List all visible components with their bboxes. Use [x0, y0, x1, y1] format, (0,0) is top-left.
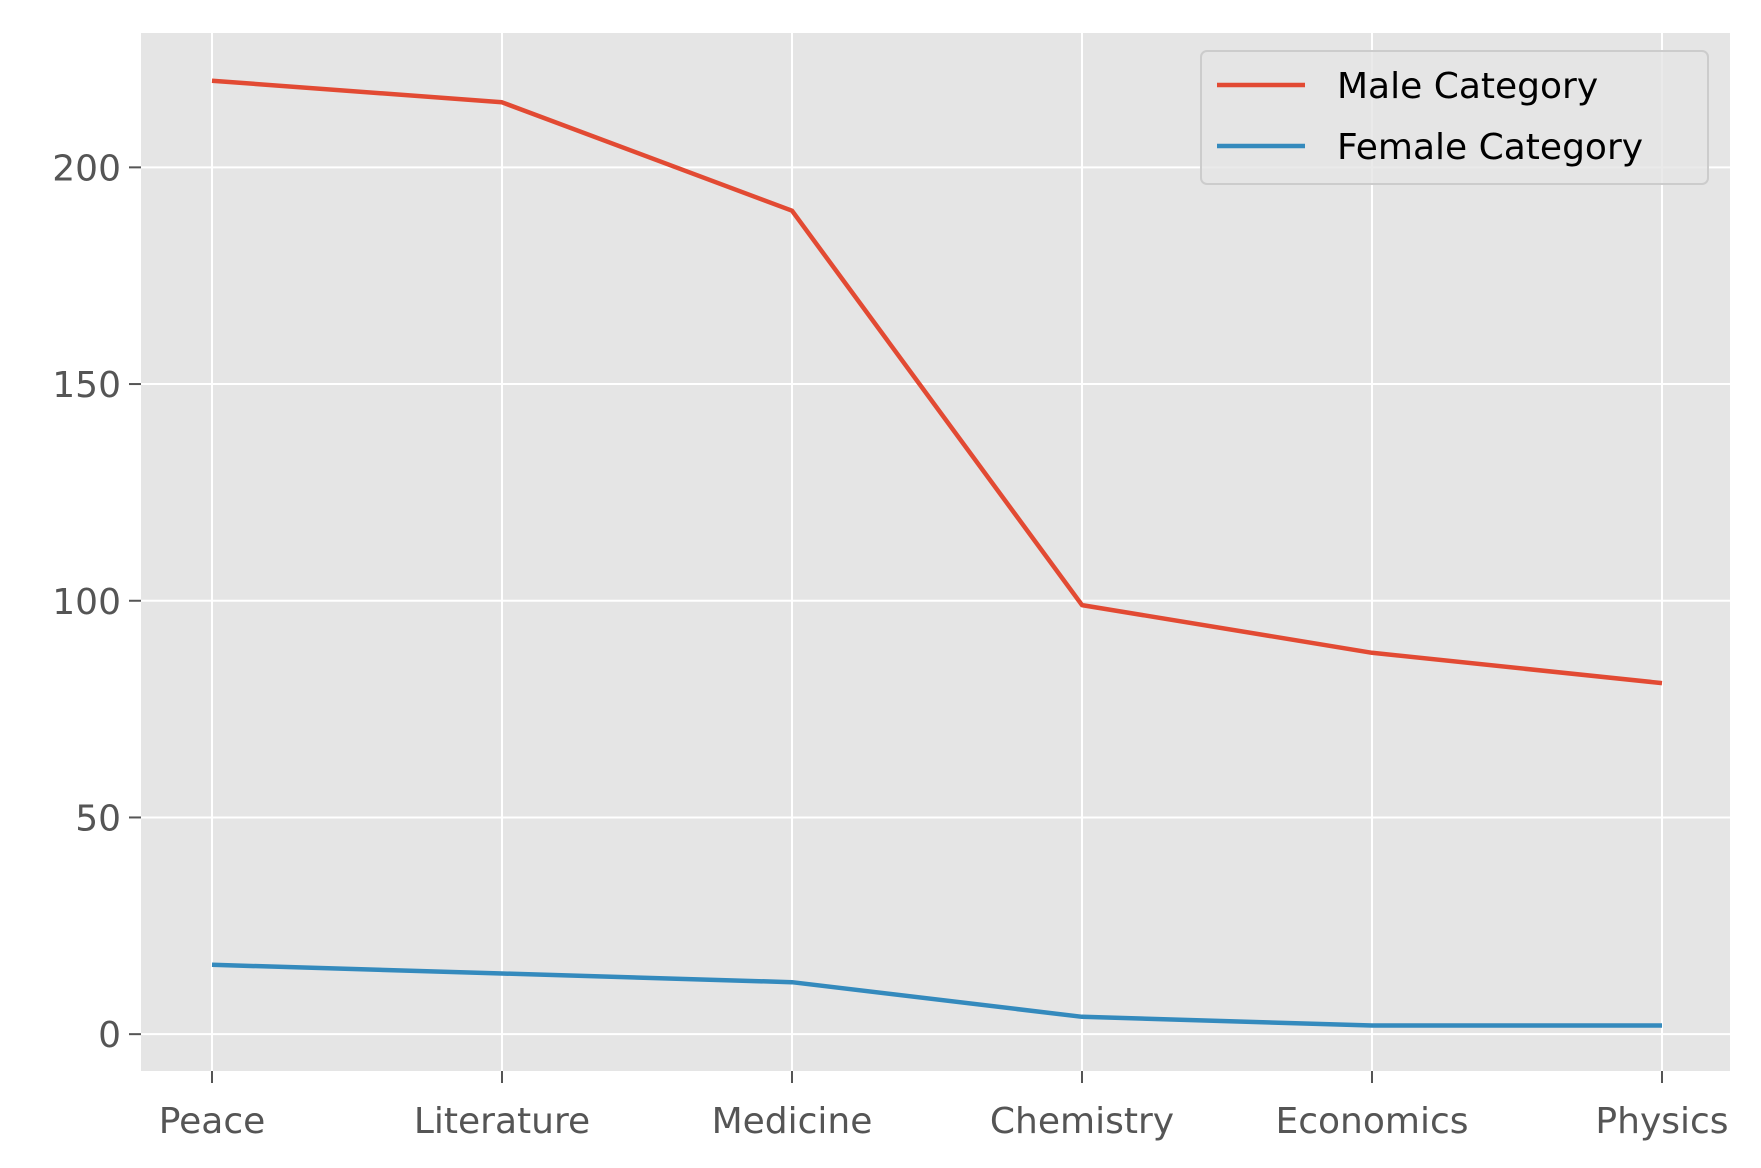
- x-tick-label: Literature: [414, 1101, 590, 1142]
- y-tick-label: 0: [98, 1015, 121, 1056]
- x-tick-label: Physics: [1595, 1101, 1728, 1142]
- y-axis: 0 50 100 150 200: [52, 148, 141, 1056]
- x-tick-label: Economics: [1275, 1101, 1468, 1142]
- legend-label: Male Category: [1337, 66, 1598, 107]
- x-tick-label: Medicine: [712, 1101, 873, 1142]
- x-tick-label: Chemistry: [990, 1101, 1174, 1142]
- y-tick-label: 200: [52, 148, 121, 189]
- series-lines: [211, 78, 1663, 1028]
- legend-label: Female Category: [1337, 127, 1643, 168]
- plot-area-background: [141, 33, 1730, 1071]
- legend-box: [1200, 50, 1709, 185]
- x-axis: Peace Literature Medicine Chemistry Economic…: [159, 1071, 1729, 1142]
- x-tick-label: Peace: [159, 1101, 266, 1142]
- y-tick-label: 150: [52, 365, 121, 406]
- series-line-female: [211, 962, 1662, 1028]
- legend: Male Category Female Category: [1200, 50, 1709, 185]
- y-tick-label: 50: [75, 798, 121, 839]
- y-tick-label: 100: [52, 582, 121, 623]
- grid-lines: [141, 33, 1730, 1071]
- series-line-male: [211, 78, 1663, 686]
